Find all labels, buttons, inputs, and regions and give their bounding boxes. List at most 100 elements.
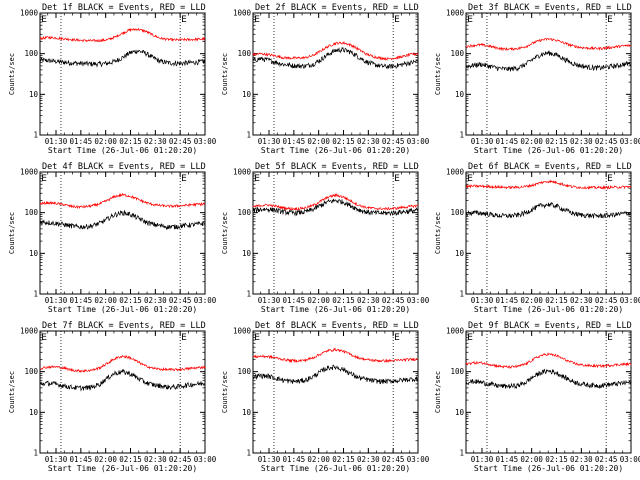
y-tick-label: 100 xyxy=(24,208,38,217)
x-tick-label: 03:00 xyxy=(620,296,640,305)
e-marker: E xyxy=(607,15,613,25)
y-axis-label: Counts/sec xyxy=(221,371,229,413)
x-tick-label: 01:45 xyxy=(283,296,306,305)
chart-title: Det 3f BLACK = Events, RED = LLD xyxy=(468,3,632,13)
chart-panel-8: Det 8f BLACK = Events, RED = LLD 1 10 100 10… xyxy=(221,321,430,473)
y-tick-label: 100 xyxy=(237,208,251,217)
x-tick-label: 02:45 xyxy=(382,296,405,305)
x-tick-label: 02:30 xyxy=(570,455,593,464)
y-tick-label: 1000 xyxy=(446,9,465,18)
chart-panel-4: Det 4f BLACK = Events, RED = LLD 1 10 100 10… xyxy=(8,162,217,314)
x-tick-label: 02:15 xyxy=(545,455,568,464)
x-axis-label: Start Time (26-Jul-06 01:20:20) xyxy=(261,464,410,473)
y-axis-label: Counts/sec xyxy=(8,371,16,413)
x-tick-label: 02:30 xyxy=(144,137,167,146)
y-axis-label: Counts/sec xyxy=(221,53,229,95)
e-marker: E xyxy=(181,15,187,25)
x-axis-label: Start Time (26-Jul-06 01:20:20) xyxy=(474,146,623,155)
e-marker: E xyxy=(394,15,400,25)
x-tick-label: 01:30 xyxy=(45,296,68,305)
y-tick-label: 1000 xyxy=(446,168,465,177)
y-tick-label: 1000 xyxy=(233,168,252,177)
series-line-events xyxy=(39,209,206,231)
x-tick-label: 03:00 xyxy=(620,455,640,464)
x-tick-label: 01:30 xyxy=(45,455,68,464)
series-line-events xyxy=(252,364,419,385)
x-tick-label: 02:00 xyxy=(307,137,330,146)
x-tick-label: 02:30 xyxy=(144,296,167,305)
x-tick-label: 02:15 xyxy=(119,296,142,305)
x-tick-label: 02:30 xyxy=(570,137,593,146)
y-tick-label: 100 xyxy=(24,49,38,58)
series-line-events xyxy=(465,50,632,72)
y-tick-label: 100 xyxy=(450,367,464,376)
series-line-lld xyxy=(465,37,632,52)
x-tick-label: 01:30 xyxy=(258,455,281,464)
e-marker: E xyxy=(181,174,187,184)
x-tick-label: 02:15 xyxy=(332,296,355,305)
y-tick-label: 100 xyxy=(237,49,251,58)
e-marker: E xyxy=(41,333,47,343)
chart-title: Det 8f BLACK = Events, RED = LLD xyxy=(255,321,419,331)
x-axis-label: Start Time (26-Jul-06 01:20:20) xyxy=(474,464,623,473)
y-tick-label: 1 xyxy=(459,449,464,458)
x-tick-label: 02:45 xyxy=(595,137,618,146)
chart-title: Det 7f BLACK = Events, RED = LLD xyxy=(42,321,206,331)
series-line-events xyxy=(39,368,206,392)
series-line-lld xyxy=(465,352,632,369)
y-tick-label: 10 xyxy=(29,90,39,99)
y-tick-label: 1000 xyxy=(20,327,39,336)
y-tick-label: 10 xyxy=(242,90,252,99)
y-tick-label: 100 xyxy=(24,367,38,376)
y-tick-label: 10 xyxy=(455,90,465,99)
e-marker: E xyxy=(254,15,260,25)
y-tick-label: 10 xyxy=(455,249,465,258)
x-axis-label: Start Time (26-Jul-06 01:20:20) xyxy=(48,146,197,155)
x-axis-label: Start Time (26-Jul-06 01:20:20) xyxy=(261,305,410,314)
x-tick-label: 02:30 xyxy=(357,137,380,146)
y-tick-label: 1000 xyxy=(20,168,39,177)
x-tick-label: 02:45 xyxy=(169,296,192,305)
e-marker: E xyxy=(254,333,260,343)
y-tick-label: 1 xyxy=(33,290,38,299)
x-tick-label: 02:00 xyxy=(520,455,543,464)
chart-title: Det 2f BLACK = Events, RED = LLD xyxy=(255,3,419,13)
series-line-events xyxy=(39,49,206,68)
x-tick-label: 02:15 xyxy=(332,137,355,146)
x-tick-label: 02:00 xyxy=(307,455,330,464)
chart-title: Det 5f BLACK = Events, RED = LLD xyxy=(255,162,419,172)
chart-panel-5: Det 5f BLACK = Events, RED = LLD 1 10 100 10… xyxy=(221,162,430,314)
e-marker: E xyxy=(394,333,400,343)
chart-panel-9: Det 9f BLACK = Events, RED = LLD 1 10 100 10… xyxy=(434,321,640,473)
y-tick-label: 100 xyxy=(450,208,464,217)
x-tick-label: 03:00 xyxy=(407,455,430,464)
x-tick-label: 02:30 xyxy=(570,296,593,305)
x-tick-label: 02:45 xyxy=(595,296,618,305)
e-marker: E xyxy=(254,174,260,184)
x-tick-label: 02:15 xyxy=(545,137,568,146)
x-tick-label: 02:45 xyxy=(382,137,405,146)
y-tick-label: 1 xyxy=(459,290,464,299)
x-axis-label: Start Time (26-Jul-06 01:20:20) xyxy=(261,146,410,155)
x-tick-label: 01:45 xyxy=(70,455,93,464)
y-tick-label: 1 xyxy=(246,131,251,140)
y-tick-label: 1000 xyxy=(233,327,252,336)
y-tick-label: 1000 xyxy=(233,9,252,18)
y-axis-label: Counts/sec xyxy=(434,212,442,254)
y-axis-label: Counts/sec xyxy=(8,212,16,254)
x-tick-label: 01:45 xyxy=(283,455,306,464)
x-tick-label: 02:00 xyxy=(520,137,543,146)
e-marker: E xyxy=(181,333,187,343)
series-line-lld xyxy=(39,354,206,373)
chart-title: Det 1f BLACK = Events, RED = LLD xyxy=(42,3,206,13)
e-marker: E xyxy=(41,174,47,184)
x-tick-label: 02:00 xyxy=(94,137,117,146)
x-tick-label: 03:00 xyxy=(620,137,640,146)
x-tick-label: 01:45 xyxy=(496,137,519,146)
x-tick-label: 03:00 xyxy=(407,137,430,146)
series-line-lld xyxy=(465,179,632,191)
x-tick-label: 02:45 xyxy=(595,455,618,464)
x-tick-label: 01:45 xyxy=(70,137,93,146)
e-marker: E xyxy=(394,174,400,184)
x-tick-label: 02:00 xyxy=(94,296,117,305)
